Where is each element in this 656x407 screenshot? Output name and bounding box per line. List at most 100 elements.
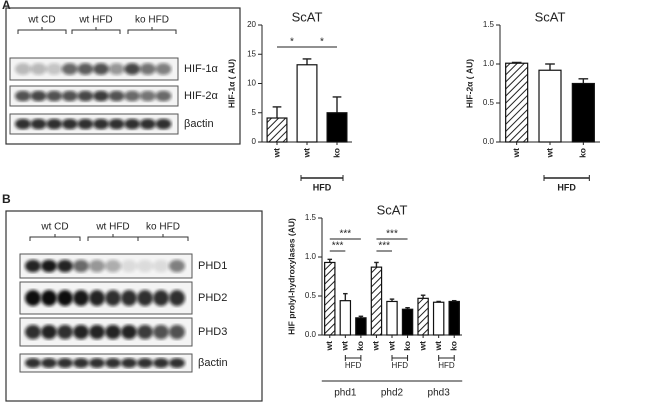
blot-band — [93, 63, 109, 75]
blot-row-label: HIF-2α — [184, 90, 219, 102]
blot-bracket — [127, 27, 177, 34]
blot-row-label: PHD3 — [198, 326, 227, 338]
blot-row-label: βactin — [184, 118, 214, 130]
x-tick-label: wt — [301, 148, 311, 159]
blot-band — [105, 289, 121, 307]
blot-band — [124, 118, 141, 130]
blot-bracket — [71, 27, 121, 34]
blot-band — [41, 259, 57, 273]
blot-band — [105, 358, 121, 368]
bar — [448, 300, 460, 336]
x-tick-label: ko — [402, 341, 412, 351]
blot-band — [41, 358, 57, 368]
hfd-label: HFD — [345, 361, 362, 370]
x-tick-label: wt — [433, 341, 443, 352]
bar — [296, 64, 318, 143]
group-name: phd3 — [428, 388, 451, 399]
blot-band — [25, 259, 41, 273]
blot-band — [25, 358, 41, 368]
blot-band — [121, 324, 137, 340]
blot-row-label: HIF-1α — [184, 63, 219, 75]
blot-band — [73, 358, 89, 368]
blot-band — [121, 259, 137, 273]
x-tick-label: wt — [511, 148, 521, 159]
bar — [339, 300, 352, 336]
hfd-label: HFD — [392, 361, 409, 370]
y-tick-label: 20 — [247, 20, 256, 29]
y-tick-label: 0.0 — [483, 137, 495, 146]
blot-band — [139, 118, 156, 130]
blot-band — [46, 90, 63, 102]
blot-band — [105, 324, 121, 340]
blot-band — [108, 63, 125, 75]
y-axis-label: HIF-1α ( AU) — [226, 59, 236, 108]
chart-title: ScAT — [292, 9, 323, 24]
blot-band — [61, 118, 78, 130]
blot-band — [77, 90, 94, 102]
blot-band — [105, 259, 121, 273]
blot-band — [89, 259, 105, 273]
x-tick-label: wt — [417, 341, 427, 352]
blot-band — [121, 358, 137, 368]
blot-frame — [5, 7, 241, 145]
significance-label: * — [320, 37, 324, 48]
bar — [417, 297, 429, 336]
blot-group-label: wt HFD — [78, 15, 112, 26]
blot-band — [77, 63, 94, 75]
blot-band — [169, 324, 185, 340]
blot-band — [61, 90, 78, 102]
y-tick-label: 0.0 — [305, 330, 317, 339]
blot-band — [73, 259, 89, 273]
blot-band — [155, 90, 172, 102]
blot-band — [169, 289, 185, 307]
y-tick-label: 1.5 — [483, 20, 495, 29]
significance-label: * — [290, 37, 294, 48]
blot-band — [30, 118, 47, 130]
blot-frame — [5, 210, 263, 402]
x-tick-label: ko — [578, 148, 588, 158]
blot-band — [73, 289, 89, 307]
blot-group-label: ko HFD — [135, 15, 169, 26]
x-tick-label: ko — [355, 341, 365, 351]
group-label: HFD — [313, 182, 332, 192]
blot-band — [121, 289, 137, 307]
blot-band — [57, 259, 73, 273]
bar — [401, 308, 414, 336]
blot-band — [153, 289, 169, 307]
bar — [266, 117, 288, 143]
blot-row-label: PHD1 — [198, 260, 227, 272]
blot-band — [46, 63, 63, 75]
x-tick-label: wt — [544, 148, 554, 159]
bar — [432, 301, 445, 336]
y-axis-label: HIF-2α ( AU) — [464, 59, 474, 108]
y-tick-label: 0 — [252, 137, 257, 146]
significance-label: *** — [339, 229, 351, 240]
blot-band — [169, 358, 185, 368]
blot-band — [124, 63, 141, 75]
significance-label: *** — [386, 229, 398, 240]
blot-band — [77, 118, 94, 130]
blot-band — [137, 259, 153, 273]
bar — [324, 261, 336, 336]
blot-row-label: PHD2 — [198, 292, 227, 304]
blot-group-label: wt CD — [27, 15, 55, 26]
y-tick-label: 5 — [252, 108, 257, 117]
blot-band — [155, 118, 172, 130]
blot-band — [41, 289, 57, 307]
blot-band — [15, 118, 31, 130]
blot-group-label: wt HFD — [95, 222, 129, 233]
blot-band — [155, 63, 172, 75]
blot-band — [139, 63, 156, 75]
blot-band — [57, 324, 73, 340]
blot-band — [108, 90, 125, 102]
blot-band — [46, 118, 63, 130]
y-tick-label: 15 — [247, 49, 256, 58]
x-tick-label: wt — [371, 341, 381, 352]
blot-bracket — [29, 234, 81, 241]
blot-band — [108, 118, 125, 130]
blot-band — [25, 324, 41, 340]
y-tick-label: 1.0 — [483, 59, 495, 68]
x-tick-label: wt — [340, 341, 350, 352]
blot-bracket — [17, 27, 67, 34]
bar — [571, 82, 595, 143]
